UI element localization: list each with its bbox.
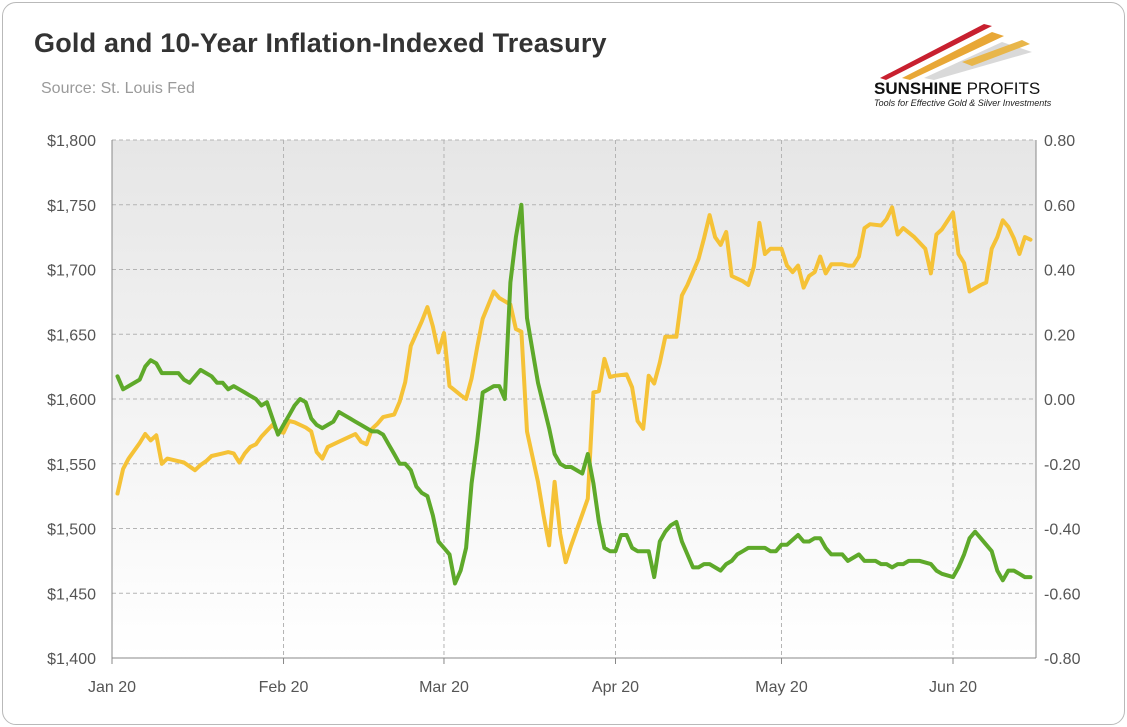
y-left-tick-label: $1,650 [47,327,96,344]
y-left-tick-label: $1,750 [47,198,96,215]
y-right-tick-label: -0.60 [1044,586,1081,603]
y-left-tick-label: $1,400 [47,651,96,668]
y-right-tick-label: -0.20 [1044,457,1081,474]
logo-wordmark: SUNSHINE PROFITS [874,79,1041,98]
logo-red-ray [880,24,992,80]
y-right-tick-label: 0.60 [1044,198,1075,215]
y-left-tick-label: $1,500 [47,522,96,539]
x-tick-label: Feb 20 [259,679,309,696]
y-right-tick-label: -0.80 [1044,651,1081,668]
x-tick-label: Jun 20 [929,679,977,696]
x-tick-label: Apr 20 [592,679,639,696]
y-right-tick-label: 0.40 [1044,263,1075,280]
y-left-tick-label: $1,450 [47,586,96,603]
x-tick-label: Mar 20 [419,679,469,696]
y-left-tick-label: $1,700 [47,263,96,280]
x-tick-label: Jan 20 [88,679,136,696]
series-line-right-axis [115,202,1033,586]
logo-tagline: Tools for Effective Gold & Silver Invest… [874,98,1052,108]
y-right-tick-label: 0.20 [1044,327,1075,344]
y-right-tick-label: 0.80 [1044,133,1075,150]
x-tick-label: May 20 [755,679,808,696]
chart-title: Gold and 10-Year Inflation-Indexed Treas… [34,28,607,58]
y-left-tick-label: $1,550 [47,457,96,474]
logo-gold-ray-2 [962,40,1030,66]
logo-gold-ray [902,32,1004,80]
sunshine-profits-logo-icon [880,24,1032,80]
y-right-tick-label: -0.40 [1044,522,1081,539]
chart-source: Source: St. Louis Fed [41,80,195,97]
y-right-tick-label: 0.00 [1044,392,1075,409]
y-left-tick-label: $1,800 [47,133,96,150]
y-left-tick-label: $1,600 [47,392,96,409]
